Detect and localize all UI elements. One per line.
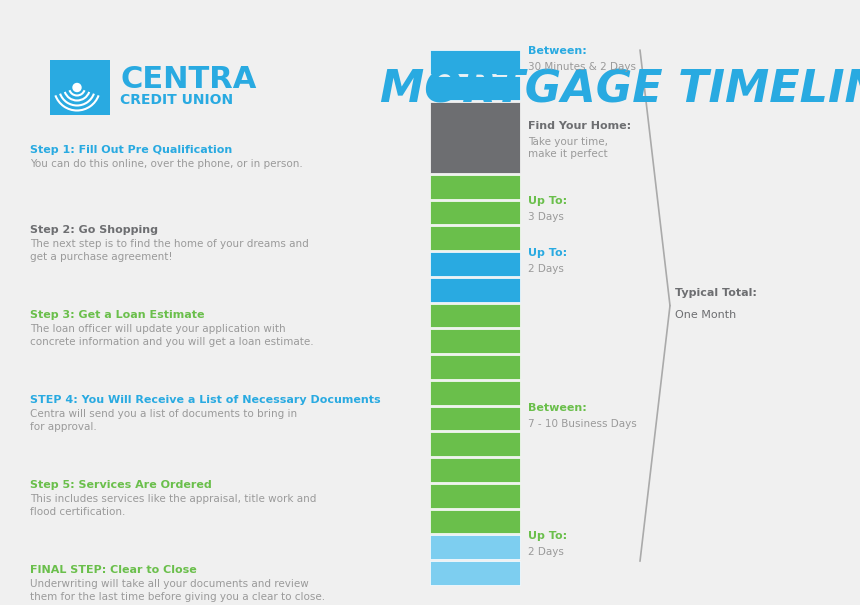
Text: FINAL STEP: Clear to Close: FINAL STEP: Clear to Close — [30, 565, 197, 575]
FancyBboxPatch shape — [50, 60, 110, 115]
Text: 30 Minutes & 2 Days: 30 Minutes & 2 Days — [528, 62, 636, 72]
Text: Underwriting will take all your documents and review
them for the last time befo: Underwriting will take all your document… — [30, 579, 325, 602]
Text: 2 Days: 2 Days — [528, 548, 564, 557]
Text: 3 Days: 3 Days — [528, 212, 564, 223]
Text: You can do this online, over the phone, or in person.: You can do this online, over the phone, … — [30, 159, 303, 169]
FancyBboxPatch shape — [430, 433, 520, 456]
Text: 7 - 10 Business Days: 7 - 10 Business Days — [528, 419, 636, 428]
Text: The loan officer will update your application with
concrete information and you : The loan officer will update your applic… — [30, 324, 314, 347]
Text: STEP 4: You Will Receive a List of Necessary Documents: STEP 4: You Will Receive a List of Neces… — [30, 395, 381, 405]
Text: CREDIT UNION: CREDIT UNION — [120, 93, 233, 106]
Text: CENTRA: CENTRA — [120, 65, 256, 94]
FancyBboxPatch shape — [430, 102, 520, 173]
Text: The next step is to find the home of your dreams and
get a purchase agreement!: The next step is to find the home of you… — [30, 239, 309, 262]
Text: Centra will send you a list of documents to bring in
for approval.: Centra will send you a list of documents… — [30, 409, 297, 432]
FancyBboxPatch shape — [430, 252, 520, 276]
Circle shape — [73, 83, 81, 91]
FancyBboxPatch shape — [430, 458, 520, 482]
Text: 2 Days: 2 Days — [528, 264, 564, 274]
Text: Step 2: Go Shopping: Step 2: Go Shopping — [30, 225, 158, 235]
Text: Step 3: Get a Loan Estimate: Step 3: Get a Loan Estimate — [30, 310, 205, 320]
FancyBboxPatch shape — [430, 226, 520, 250]
Text: Find Your Home:: Find Your Home: — [528, 121, 631, 131]
FancyBboxPatch shape — [430, 510, 520, 534]
Text: Between:: Between: — [528, 402, 587, 413]
FancyBboxPatch shape — [430, 175, 520, 198]
Text: One Month: One Month — [675, 310, 736, 319]
FancyBboxPatch shape — [430, 278, 520, 302]
FancyBboxPatch shape — [430, 561, 520, 585]
Text: This includes services like the appraisal, title work and
flood certification.: This includes services like the appraisa… — [30, 494, 316, 517]
FancyBboxPatch shape — [430, 535, 520, 559]
Text: Up To:: Up To: — [528, 197, 567, 206]
FancyBboxPatch shape — [430, 76, 520, 100]
Text: Step 1: Fill Out Pre Qualification: Step 1: Fill Out Pre Qualification — [30, 145, 232, 155]
Text: Up To:: Up To: — [528, 248, 567, 258]
Text: Take your time,
make it perfect: Take your time, make it perfect — [528, 137, 608, 159]
FancyBboxPatch shape — [430, 50, 520, 74]
FancyBboxPatch shape — [430, 407, 520, 430]
Text: MORTGAGE TIMELINE: MORTGAGE TIMELINE — [380, 69, 860, 112]
Text: Between:: Between: — [528, 46, 587, 56]
FancyBboxPatch shape — [430, 381, 520, 405]
FancyBboxPatch shape — [430, 304, 520, 327]
Text: Up To:: Up To: — [528, 531, 567, 541]
Text: Step 5: Services Are Ordered: Step 5: Services Are Ordered — [30, 480, 212, 490]
FancyBboxPatch shape — [430, 329, 520, 353]
Text: Typical Total:: Typical Total: — [675, 287, 757, 298]
FancyBboxPatch shape — [430, 484, 520, 508]
FancyBboxPatch shape — [430, 201, 520, 224]
FancyBboxPatch shape — [430, 355, 520, 379]
